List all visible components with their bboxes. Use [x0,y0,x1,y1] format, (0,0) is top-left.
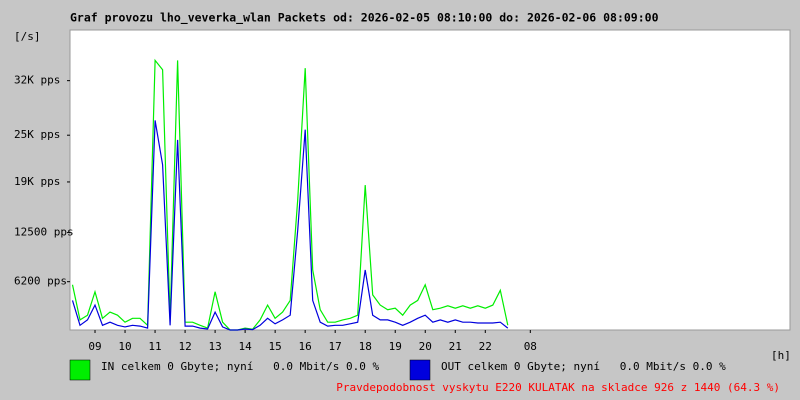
x-tick-label: 08 [524,340,537,353]
x-tick-label: 16 [299,340,312,353]
y-tick-label: 25K pps [14,128,60,141]
x-tick-label: 20 [419,340,432,353]
y-tick-label: 19K pps [14,175,60,188]
x-tick-label: 11 [148,340,161,353]
legend-label: OUT celkem 0 Gbyte; nyní 0.0 Mbit/s 0.0 … [441,360,726,373]
y-tick-label: 32K pps [14,74,60,87]
legend-swatch [409,359,431,381]
x-tick-label: 17 [329,340,342,353]
x-tick-label: 13 [208,340,221,353]
y-tick-label: 6200 pps [14,275,67,288]
legend-label: IN celkem 0 Gbyte; nyní 0.0 Mbit/s 0.0 % [101,360,380,373]
series-line [71,58,509,331]
x-axis-label: [h] [771,349,791,362]
footer-note: Pravdepodobnost vyskytu E220 KULATAK na … [336,381,780,394]
legend-swatch [69,359,91,381]
x-tick-label: 15 [269,340,282,353]
x-tick-label: 18 [359,340,372,353]
series-line [71,120,509,331]
x-tick-label: 14 [238,340,252,353]
x-tick-label: 19 [389,340,402,353]
x-tick-label: 22 [479,340,492,353]
plot-area [69,29,791,331]
y-axis-label: [/s] [14,30,41,43]
y-tick-label: 12500 pps [14,226,74,239]
x-tick-label: 21 [449,340,462,353]
x-tick-label: 12 [178,340,191,353]
x-tick-label: 10 [118,340,131,353]
x-tick-label: 09 [88,340,101,353]
chart-title: Graf provozu lho_veverka_wlan Packets od… [70,11,659,26]
